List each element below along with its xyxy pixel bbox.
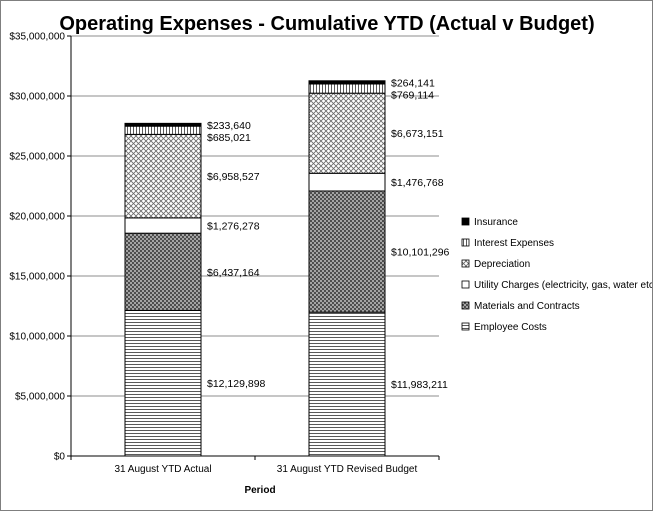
legend-label: Utility Charges (electricity, gas, water… xyxy=(474,280,652,291)
data-label: $1,276,278 xyxy=(207,221,260,233)
category-label: 31 August YTD Revised Budget xyxy=(277,464,418,475)
y-tick-label: $10,000,000 xyxy=(9,332,65,343)
legend-label: Materials and Contracts xyxy=(474,301,580,312)
bar-segment xyxy=(308,92,386,174)
legend-swatch xyxy=(461,259,470,268)
bar-segment xyxy=(308,311,386,457)
y-tick-label: $30,000,000 xyxy=(9,92,65,103)
data-label: $685,021 xyxy=(207,132,251,144)
bar-segment xyxy=(308,83,386,94)
category-label: 31 August YTD Actual xyxy=(114,464,211,475)
bar-segment xyxy=(124,122,202,127)
legend-label: Interest Expenses xyxy=(474,238,554,249)
data-label: $233,640 xyxy=(207,120,251,132)
data-label: $1,476,768 xyxy=(391,177,444,189)
legend-label: Insurance xyxy=(474,217,518,228)
bar-segment xyxy=(308,190,386,313)
bar-segment xyxy=(308,80,386,85)
data-label: $264,141 xyxy=(391,77,435,89)
bar-segment xyxy=(124,232,202,311)
legend-swatch xyxy=(461,322,470,331)
data-label: $10,101,296 xyxy=(391,247,450,259)
y-axis: $0 $5,000,000 $10,000,000 $15,000,000 $20,00… xyxy=(9,32,72,463)
data-label: $11,983,211 xyxy=(391,379,448,391)
bar-segment xyxy=(124,217,202,234)
data-label: $6,673,151 xyxy=(391,128,444,140)
legend-label: Depreciation xyxy=(474,259,530,270)
legend-swatch xyxy=(461,217,470,226)
x-axis: 31 August YTD Actual 31 August YTD Revise… xyxy=(70,455,440,475)
legend-swatch xyxy=(461,301,470,310)
y-tick-label: $5,000,000 xyxy=(15,392,65,403)
data-label: $6,437,164 xyxy=(207,267,260,279)
y-tick-label: $20,000,000 xyxy=(9,212,65,223)
bar-segment xyxy=(124,125,202,135)
chart-title: Operating Expenses - Cumulative YTD (Act… xyxy=(59,13,594,35)
data-labels: $12,129,898 $6,437,164 $1,276,278 $6,958,52… xyxy=(207,77,450,391)
bars xyxy=(124,80,386,457)
bar-segment xyxy=(124,133,202,219)
legend-swatch xyxy=(461,238,470,247)
data-label: $6,958,527 xyxy=(207,171,260,183)
y-tick-label: $0 xyxy=(54,452,66,463)
data-label: $12,129,898 xyxy=(207,378,266,390)
legend: Insurance Interest Expenses Depreciation Ut… xyxy=(461,217,653,333)
legend-swatch xyxy=(461,280,470,289)
y-tick-label: $15,000,000 xyxy=(9,272,65,283)
legend-label: Employee Costs xyxy=(474,322,547,333)
y-tick-label: $35,000,000 xyxy=(9,32,65,43)
x-axis-title: Period xyxy=(244,485,275,496)
bar-segment xyxy=(308,172,386,192)
data-label: $769,114 xyxy=(391,89,434,101)
bar-segment xyxy=(124,309,202,457)
y-tick-label: $25,000,000 xyxy=(9,152,65,163)
